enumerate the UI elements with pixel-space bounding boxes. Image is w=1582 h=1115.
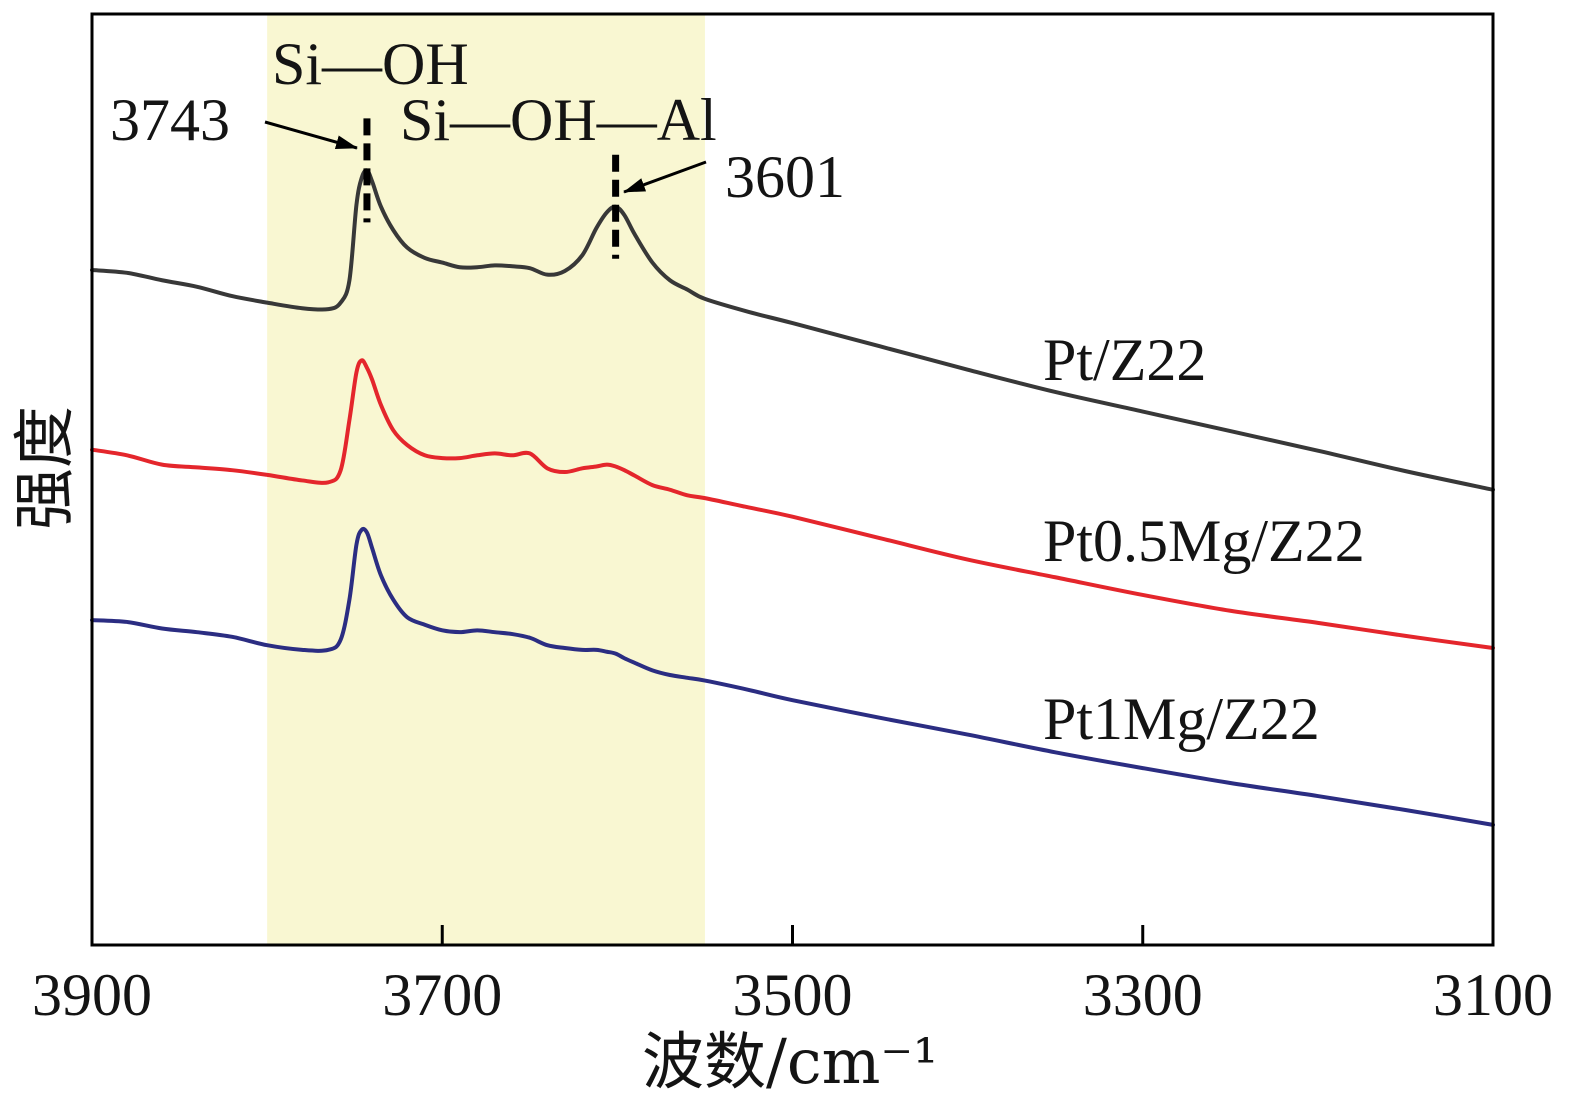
series-lines bbox=[90, 168, 1495, 827]
x-tick-label-3700: 3700 bbox=[382, 962, 502, 1028]
x-tick-label-3900: 3900 bbox=[32, 962, 152, 1028]
series-label-pt-z22: Pt/Z22 bbox=[1043, 327, 1206, 393]
peak-assignment-si-oh-al: Si—OH—Al bbox=[400, 87, 717, 153]
x-tick-label-3500: 3500 bbox=[733, 962, 853, 1028]
y-axis-label: 强度 bbox=[8, 406, 81, 530]
x-axis-label: 波数/cm⁻¹ bbox=[642, 1025, 938, 1098]
hydroxyl-region-shading bbox=[267, 14, 705, 945]
arrow-to-peak-3743 bbox=[264, 120, 358, 150]
series-label-pt1mg-z22: Pt1Mg/Z22 bbox=[1043, 686, 1320, 752]
series-label-pt0-5mg-z22: Pt0.5Mg/Z22 bbox=[1043, 508, 1365, 574]
series-line-pt1mg-z22 bbox=[90, 526, 1495, 827]
peak-label-3601: 3601 bbox=[725, 144, 845, 210]
series-line-pt-z22 bbox=[90, 168, 1495, 492]
x-tick-label-3100: 3100 bbox=[1433, 962, 1553, 1028]
peak-assignment-si-oh: Si—OH bbox=[272, 31, 469, 97]
peak-label-3743: 3743 bbox=[110, 87, 230, 153]
x-tick-label-3300: 3300 bbox=[1083, 962, 1203, 1028]
series-line-pt0-5mg-z22 bbox=[90, 358, 1495, 651]
arrow-to-peak-3601 bbox=[623, 160, 707, 194]
plot-frame bbox=[90, 12, 1495, 947]
